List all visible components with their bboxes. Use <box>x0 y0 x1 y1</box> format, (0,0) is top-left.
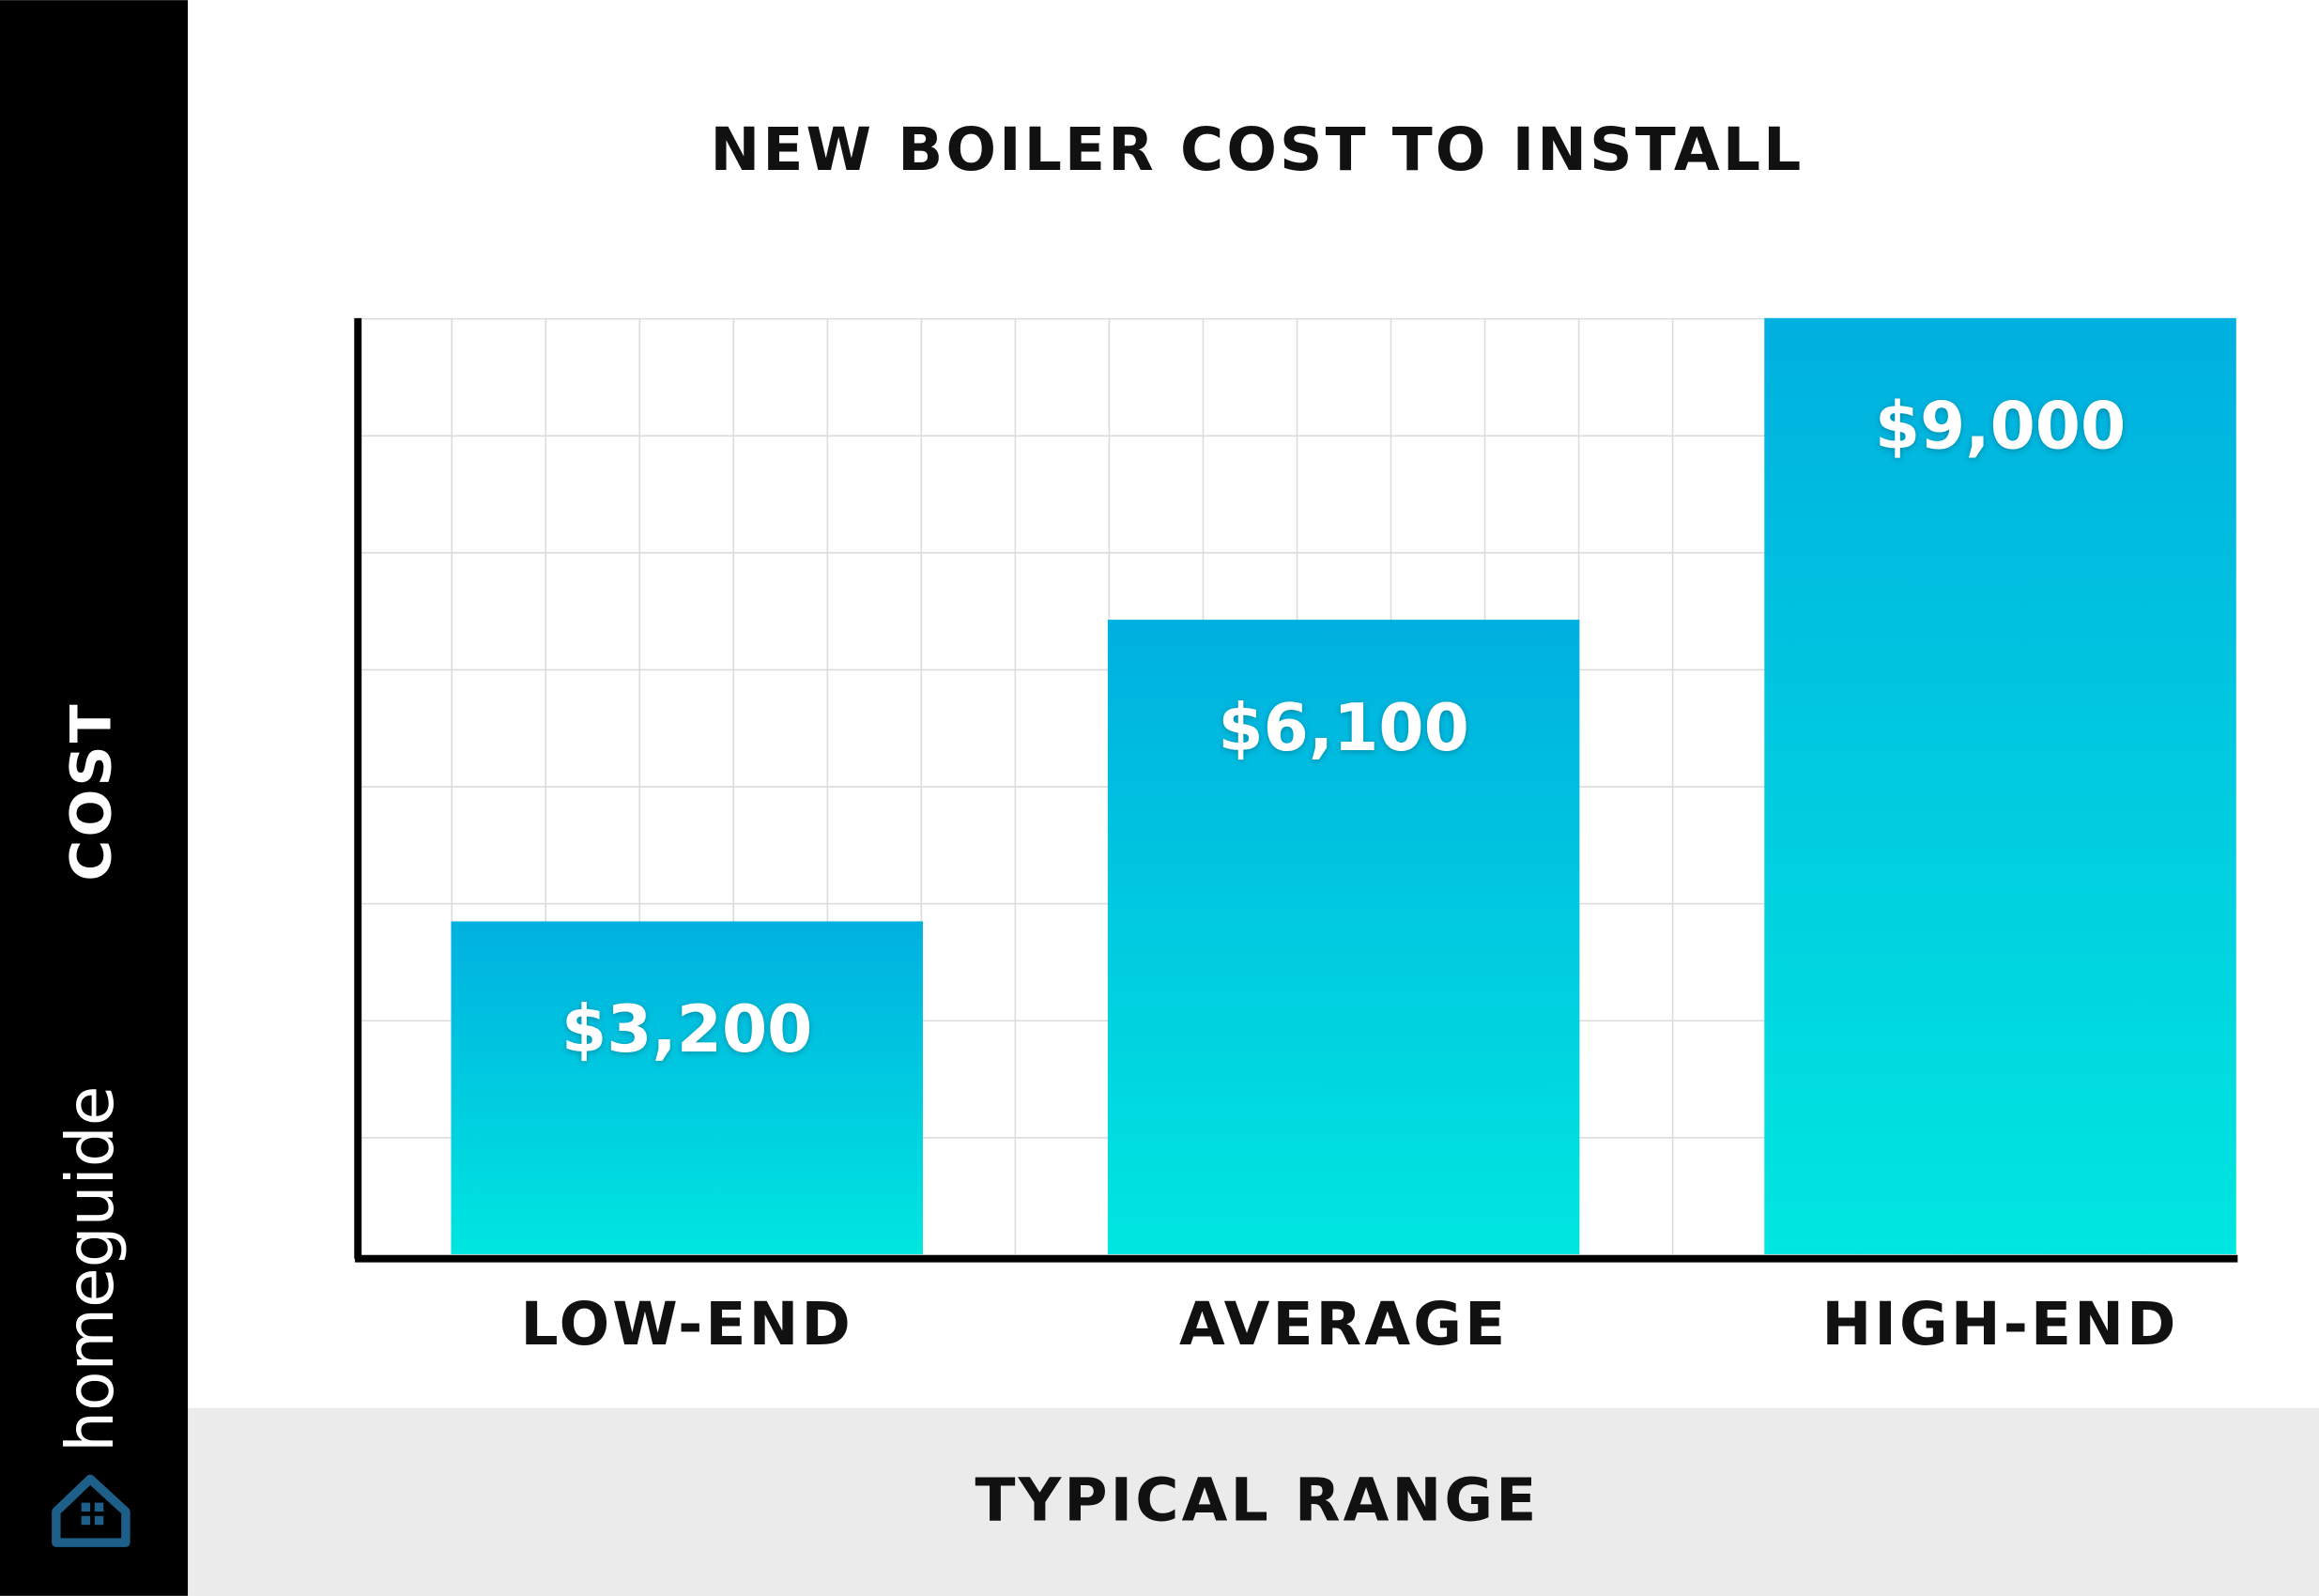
x-tick-label: LOW-END <box>521 1290 853 1358</box>
brand: homeguide <box>54 1086 129 1452</box>
value-label: $9,000 <box>1875 390 2126 465</box>
brand-logo <box>52 1474 131 1547</box>
x-tick-label: HIGH-END <box>1822 1290 2179 1358</box>
chart-title: NEW BOILER COST TO INSTALL <box>710 115 1804 184</box>
x-axis-label: TYPICAL RANGE <box>975 1466 1539 1534</box>
y-axis-label: COST <box>58 701 124 881</box>
bar <box>1107 620 1580 1254</box>
bar <box>451 921 923 1254</box>
bar <box>1764 317 2236 1254</box>
x-tick-label: AVERAGE <box>1179 1290 1508 1358</box>
x-label-band <box>188 1407 2319 1596</box>
value-label: $6,100 <box>1218 691 1468 766</box>
sidebar <box>0 0 189 1596</box>
value-label: $3,200 <box>561 992 812 1067</box>
